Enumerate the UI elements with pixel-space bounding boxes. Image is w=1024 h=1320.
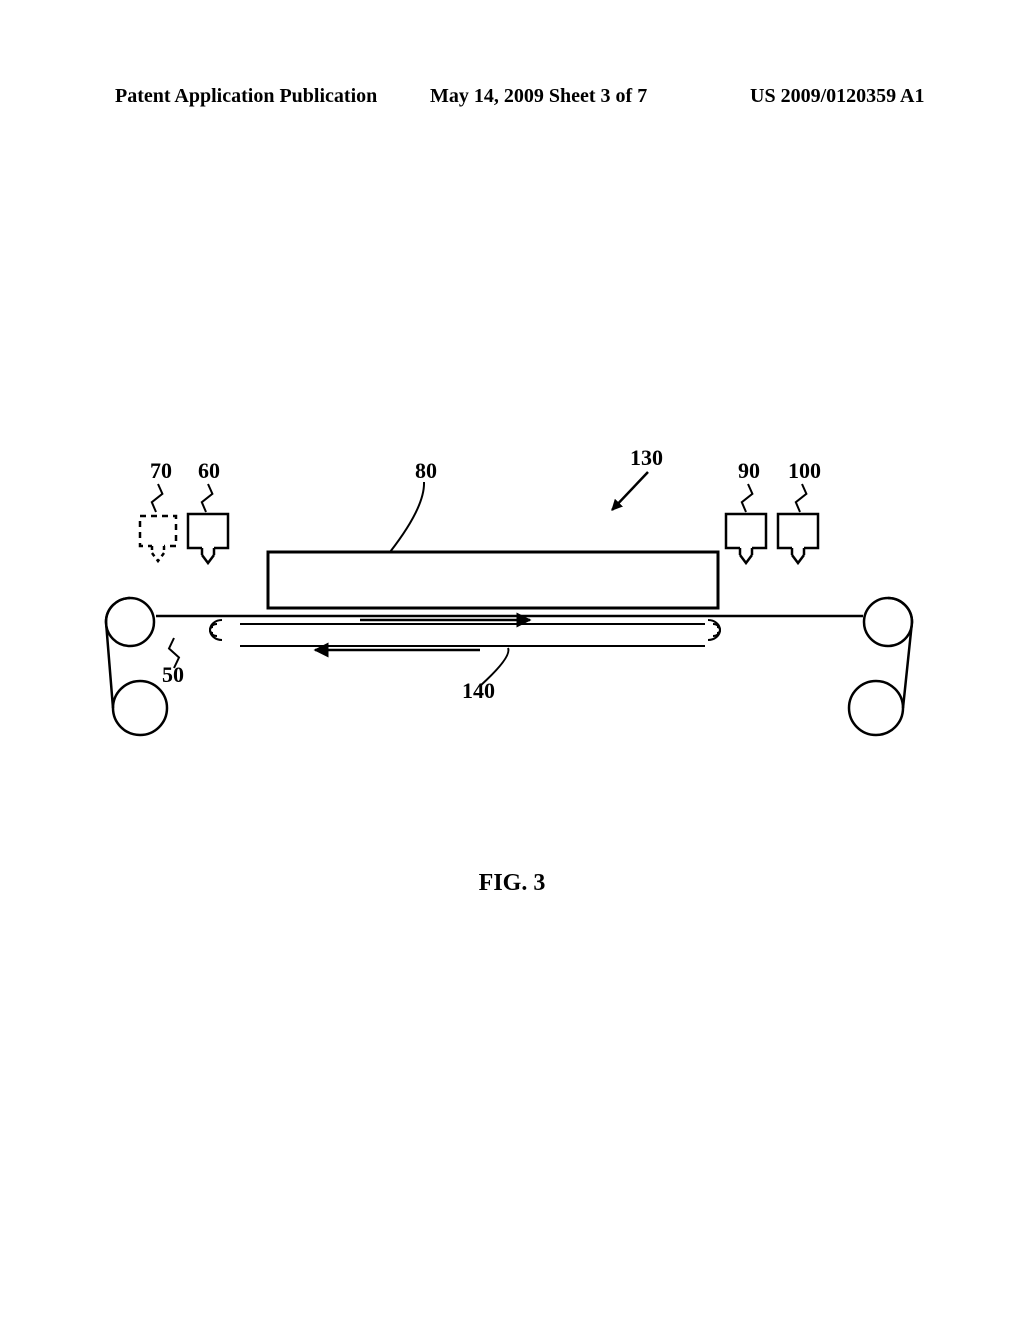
label-140: 140 <box>462 678 495 703</box>
label-80: 80 <box>415 458 437 483</box>
label-60: 60 <box>198 458 220 483</box>
label-130: 130 <box>630 450 663 470</box>
label-70: 70 <box>150 458 172 483</box>
figure-3-diagram: 70 60 80 130 90 100 50 140 <box>100 450 920 810</box>
label-90: 90 <box>738 458 760 483</box>
figure-caption: FIG. 3 <box>0 870 1024 897</box>
page: Patent Application Publication May 14, 2… <box>0 0 1024 1320</box>
header-date-sheet: May 14, 2009 Sheet 3 of 7 <box>430 85 647 108</box>
header-us-number: US 2009/0120359 A1 <box>750 85 924 108</box>
label-100: 100 <box>788 458 821 483</box>
label-50: 50 <box>162 662 184 687</box>
header-publication: Patent Application Publication <box>115 85 377 108</box>
